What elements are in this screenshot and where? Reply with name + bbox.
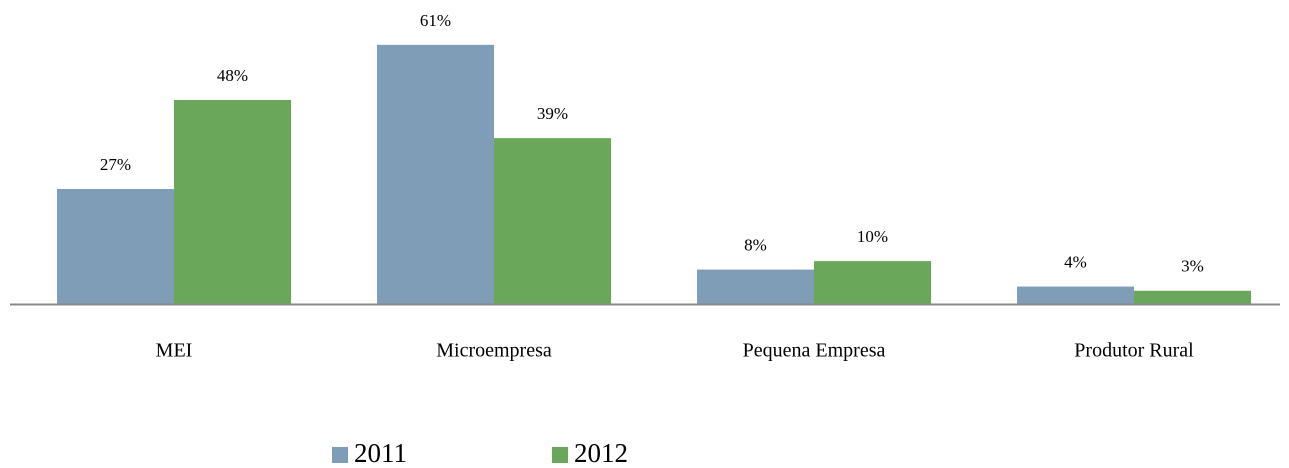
bar (697, 269, 814, 304)
data-label: 8% (744, 235, 767, 254)
data-label: 39% (537, 104, 568, 123)
legend-label: 2012 (574, 438, 628, 468)
bar (1017, 286, 1134, 304)
bar (494, 138, 611, 304)
x-tick-label: Microempresa (436, 340, 552, 362)
legend-swatch (552, 447, 568, 463)
bar (1134, 290, 1251, 304)
x-tick-label: Produtor Rural (1074, 340, 1194, 362)
x-tick-label: Pequena Empresa (743, 340, 886, 362)
data-label: 10% (857, 227, 888, 246)
data-label: 61% (420, 11, 451, 30)
data-label: 4% (1064, 252, 1087, 271)
legend-label: 2011 (354, 438, 407, 468)
data-label: 27% (100, 155, 131, 174)
x-tick-label: MEI (156, 340, 193, 362)
data-label: 48% (217, 66, 248, 85)
legend-swatch (332, 447, 348, 463)
bar (174, 99, 291, 304)
data-label: 3% (1181, 257, 1204, 276)
bar (814, 261, 931, 304)
bar (377, 44, 494, 304)
bar (57, 189, 174, 304)
